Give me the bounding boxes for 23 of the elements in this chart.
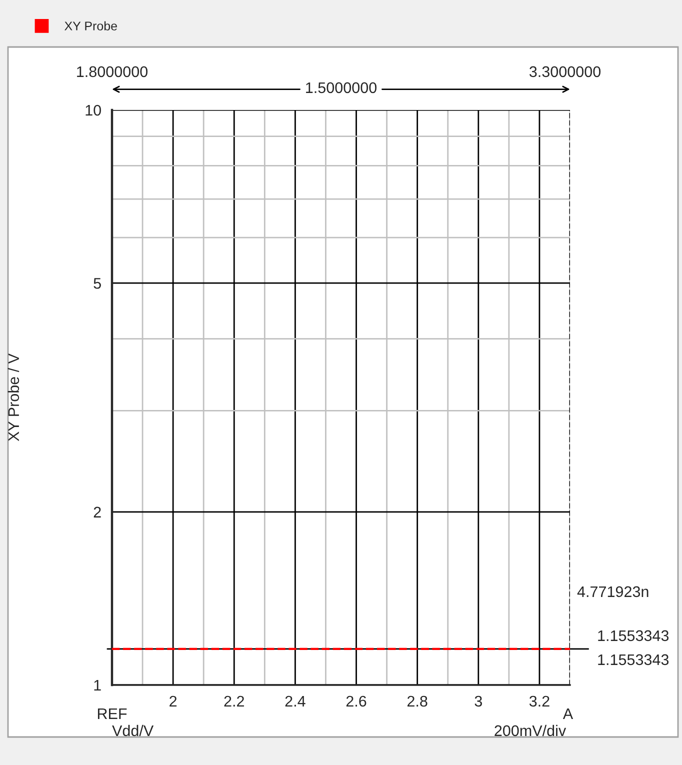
text: 1.1553343 (598, 630, 669, 642)
text: 3.3000000 (529, 66, 601, 78)
text: 1.1553343 (598, 654, 669, 666)
x-tick-label: 3 (474, 696, 482, 707)
x-tick-label: 2.8 (407, 696, 428, 707)
x-tick-label: 2.2 (224, 696, 244, 706)
x-tick-label: 3.2 (529, 696, 550, 707)
y-tick-label: 1 (94, 680, 101, 691)
text: 4.771923n (577, 586, 648, 598)
y-tick-label: 2 (94, 506, 101, 518)
legend-label: XY Probe (64, 21, 117, 30)
x-axis-title: Vdd/V (112, 724, 154, 736)
x-tick-label: 2 (170, 696, 177, 706)
y-axis-title: XY Probe / V (8, 354, 20, 442)
x-tick-label: 2.6 (346, 696, 366, 707)
y-tick-label: 5 (94, 278, 101, 289)
text: A (562, 708, 574, 719)
text: REF (98, 708, 127, 719)
text: 1.5000000 (306, 82, 377, 94)
text: 1.8000000 (77, 66, 148, 78)
x-tick-label: 2.4 (285, 696, 306, 706)
text: 200mV/div (494, 724, 566, 736)
y-tick-label: 10 (86, 104, 101, 116)
